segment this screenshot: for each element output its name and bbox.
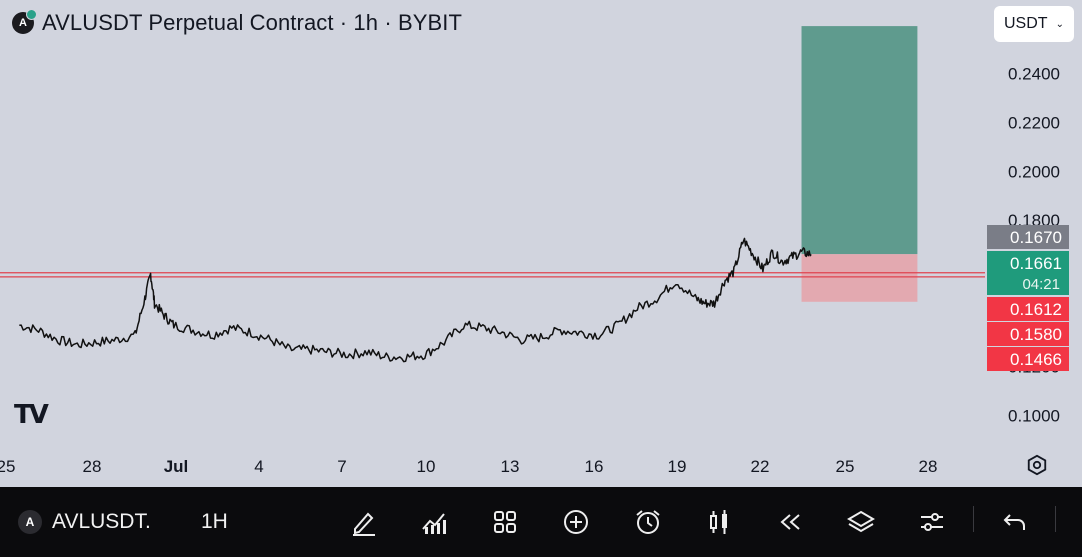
- price-tick-label: 0.2000: [1008, 162, 1060, 181]
- avalanche-logo-icon: A: [12, 9, 37, 34]
- time-tick-label: 25: [836, 457, 855, 476]
- profit-zone: [801, 26, 918, 255]
- price-label-bg: [987, 322, 1069, 346]
- price-label: 0.1661: [1010, 254, 1062, 273]
- price-tick-label: 0.2400: [1008, 65, 1060, 84]
- toolbar-divider: [973, 506, 974, 532]
- grid-layout-icon[interactable]: [483, 500, 527, 544]
- price-tick-label: 0.2200: [1008, 114, 1060, 133]
- price-label: 0.1612: [1010, 300, 1062, 319]
- time-tick-label: 10: [417, 457, 436, 476]
- currency-value: USDT: [1004, 15, 1048, 32]
- chart-title-bar: A AVLUSDT Perpetual Contract · 1h · BYBI…: [12, 9, 463, 36]
- time-tick-label: 22: [751, 457, 770, 476]
- chevron-down-icon: ⌄: [1055, 18, 1064, 30]
- add-circle-icon[interactable]: [554, 500, 598, 544]
- symbol-selector[interactable]: A AVLUSDT.: [18, 510, 168, 534]
- price-tick-label: 0.1000: [1008, 407, 1060, 426]
- interval-button[interactable]: 1H: [201, 510, 228, 533]
- price-label: 0.1466: [1010, 350, 1062, 369]
- time-tick-label: Jul: [164, 457, 189, 476]
- settings-sliders-icon[interactable]: [910, 500, 954, 544]
- chart-title: AVLUSDT Perpetual Contract · 1h · BYBIT: [42, 10, 463, 35]
- symbol-label: AVLUSDT.: [52, 510, 151, 533]
- bottom-toolbar: A AVLUSDT. 1H: [0, 487, 1082, 557]
- price-label-bg: [987, 225, 1069, 249]
- time-tick-label: 7: [337, 457, 346, 476]
- price-label: 0.1580: [1010, 325, 1062, 344]
- stop-loss-zone: [801, 254, 918, 302]
- price-series-line: [19, 237, 812, 363]
- price-label-bg: [987, 347, 1069, 371]
- candles-icon[interactable]: [697, 500, 741, 544]
- chart-area[interactable]: 0.24000.22000.20000.18000.12000.10000.16…: [0, 0, 1082, 487]
- time-tick-label: 4: [254, 457, 263, 476]
- price-chart[interactable]: 0.24000.22000.20000.18000.12000.10000.16…: [0, 0, 1082, 487]
- layers-icon[interactable]: [839, 500, 883, 544]
- pen-tool-icon[interactable]: [342, 500, 386, 544]
- price-label-bg: [987, 297, 1069, 321]
- time-tick-label: 16: [585, 457, 604, 476]
- time-tick-label: 25: [0, 457, 15, 476]
- time-tick-label: 13: [501, 457, 520, 476]
- countdown-label: 04:21: [1022, 276, 1060, 293]
- indicators-icon[interactable]: [412, 500, 456, 544]
- currency-select[interactable]: USDT ⌄: [994, 6, 1074, 42]
- price-label-bg: [987, 251, 1069, 295]
- toolbar-divider: [1055, 506, 1056, 532]
- undo-icon[interactable]: [993, 500, 1037, 544]
- price-label: 0.1670: [1010, 228, 1062, 247]
- alarm-icon[interactable]: [626, 500, 670, 544]
- replay-icon[interactable]: [768, 500, 812, 544]
- avalanche-logo-icon: A: [18, 510, 42, 534]
- time-tick-label: 19: [668, 457, 687, 476]
- tradingview-logo-icon: TV: [14, 400, 49, 430]
- time-tick-label: 28: [919, 457, 938, 476]
- chart-settings-icon[interactable]: [1026, 454, 1048, 476]
- time-tick-label: 28: [83, 457, 102, 476]
